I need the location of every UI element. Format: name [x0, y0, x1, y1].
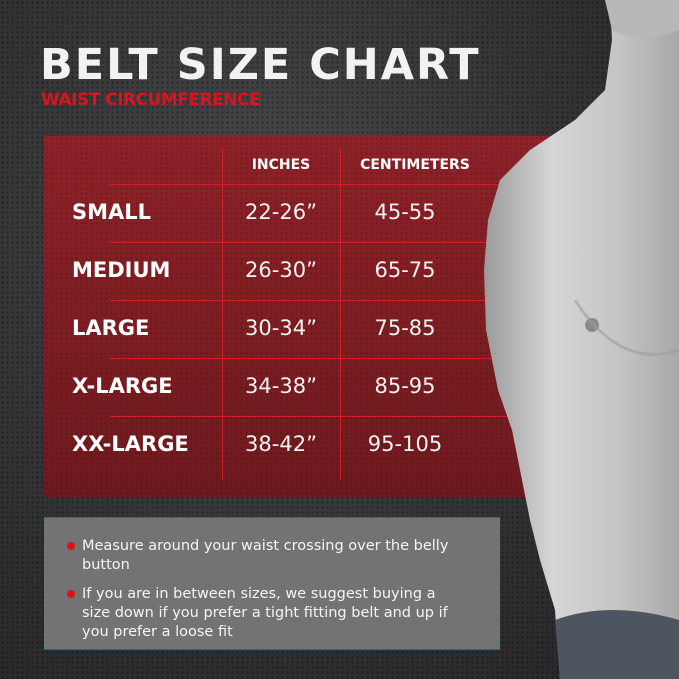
bullet-icon [67, 590, 75, 598]
inches-value: 26-30” [245, 258, 317, 282]
inches-value: 38-42” [245, 432, 317, 456]
inches-value: 30-34” [245, 316, 317, 340]
note-between-sizes: If you are in between sizes, we suggest … [82, 586, 448, 640]
cm-value: 75-85 [374, 316, 436, 340]
page-title: BELT SIZE CHART [40, 40, 481, 90]
grid-divider [110, 416, 583, 417]
header-inches: INCHES [251, 157, 311, 173]
grid-divider [340, 148, 341, 480]
size-label: MEDIUM [72, 258, 171, 282]
size-label: X-LARGE [72, 374, 173, 398]
size-label: XX-LARGE [72, 432, 189, 456]
notes-box [44, 517, 500, 650]
cm-value: 65-75 [374, 258, 436, 282]
size-label: SMALL [72, 200, 152, 224]
grid-divider [110, 358, 583, 359]
bullet-icon [67, 542, 75, 550]
cm-value: 95-105 [367, 432, 443, 456]
page-subtitle: WAIST CIRCUMFERENCE [41, 90, 261, 110]
grid-divider [110, 300, 583, 301]
inches-value: 22-26” [245, 200, 317, 224]
grid-divider [110, 242, 583, 243]
inches-value: 34-38” [245, 374, 317, 398]
grid-divider [110, 184, 583, 185]
header-centimeters: CENTIMETERS [360, 157, 470, 173]
grid-divider [222, 148, 223, 480]
cm-value: 85-95 [374, 374, 436, 398]
size-label: LARGE [72, 316, 150, 340]
note-measure: Measure around your waist crossing over … [82, 538, 449, 573]
cm-value: 45-55 [374, 200, 436, 224]
